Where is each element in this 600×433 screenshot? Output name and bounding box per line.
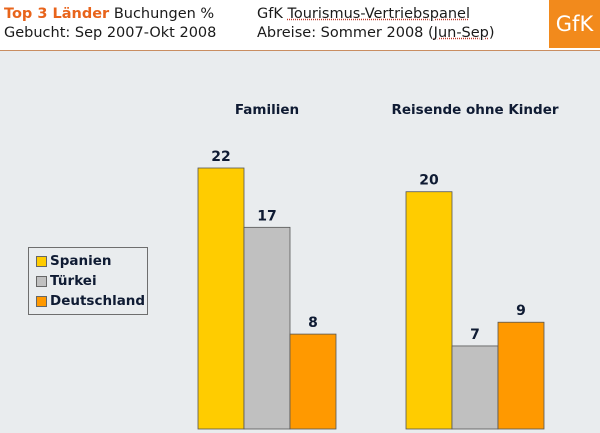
legend-swatch-spanien — [36, 255, 47, 267]
legend-label-deutschland: Deutschland — [50, 293, 146, 309]
gfk-logo: GfK — [549, 0, 600, 48]
header: Top 3 Länder Buchungen % Gebucht: Sep 20… — [0, 0, 600, 49]
travel-months: Jun-Sep — [433, 25, 489, 41]
bar-reisende-ohne-kinder-deutschland — [497, 321, 545, 430]
panel-prefix: GfK — [257, 6, 283, 22]
travel-prefix: Abreise: Sommer 2008 ( — [257, 25, 434, 41]
bar-reisende-ohne-kinder-tuerkei — [451, 345, 499, 430]
data-label-reisende-ohne-kinder-deutschland: 9 — [516, 303, 526, 319]
data-label-familien-deutschland: 8 — [308, 315, 318, 331]
bar-familien-deutschland — [289, 333, 337, 430]
bar-reisende-ohne-kinder-spanien — [405, 191, 453, 430]
title-rest: Buchungen % — [113, 6, 215, 22]
data-label-reisende-ohne-kinder-spanien: 20 — [419, 173, 439, 189]
category-label-reisende-ohne-kinder: Reisende ohne Kinder — [391, 102, 558, 118]
travel-period: Abreise: Sommer 2008 (Jun-Sep) — [257, 24, 495, 42]
category-label-familien: Familien — [235, 102, 299, 118]
legend-swatch-tuerkei — [36, 275, 47, 287]
legend-swatch-deutschland — [36, 295, 47, 307]
panel-name: GfK Tourismus-Vertriebspanel — [257, 5, 470, 23]
legend: Spanien Türkei Deutschland — [28, 247, 148, 315]
data-label-familien-spanien: 22 — [211, 149, 230, 165]
travel-suffix: ) — [488, 25, 495, 41]
legend-item-deutschland: Deutschland — [36, 293, 145, 309]
legend-label-tuerkei: Türkei — [50, 273, 97, 289]
legend-item-tuerkei: Türkei — [36, 273, 97, 289]
bar-familien-spanien — [197, 167, 245, 430]
data-label-familien-tuerkei: 17 — [257, 208, 276, 224]
title-accent: Top 3 Länder — [4, 6, 110, 22]
header-divider — [0, 50, 600, 51]
chart-title: Top 3 Länder Buchungen % — [4, 5, 214, 23]
legend-item-spanien: Spanien — [36, 253, 112, 269]
data-label-reisende-ohne-kinder-tuerkei: 7 — [470, 327, 480, 343]
panel-title: Tourismus-Vertriebspanel — [287, 6, 470, 22]
legend-label-spanien: Spanien — [50, 253, 112, 269]
bar-familien-tuerkei — [243, 226, 291, 430]
booking-period: Gebucht: Sep 2007-Okt 2008 — [4, 25, 217, 41]
